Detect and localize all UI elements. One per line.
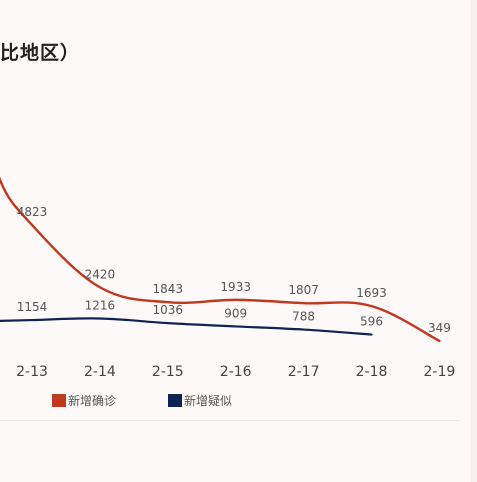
data-label: 2420 [85,267,116,281]
series-line-confirmed [0,176,441,343]
data-label: 788 [292,310,315,324]
data-label: 1154 [17,300,48,314]
legend-label-suspected: 新增疑似 [184,394,233,408]
legend-swatch-suspected [168,394,183,407]
panel-edge [471,0,477,482]
legend-swatch-confirmed [52,394,66,407]
line-chart: 2-13 2-14 2-15 2-16 2-17 2-18 2-19 4823 2420 184… [0,176,456,380]
divider [0,420,460,421]
x-tick-label: 2-15 [152,364,184,380]
data-label: 1036 [153,303,184,317]
x-tick-label: 2-17 [288,364,320,380]
data-label: 596 [360,315,383,329]
x-tick-label: 2-19 [424,364,456,380]
data-label: 909 [224,306,247,320]
series-line-suspected [0,317,373,336]
legend-item-confirmed[interactable]: 新增确诊 [52,392,116,409]
data-label: 1693 [356,286,387,300]
legend: 新增确诊 新增疑似 [52,392,284,409]
chart-title: 比地区） [0,42,81,64]
x-tick-label: 2-14 [84,364,116,380]
data-label: 1807 [288,283,319,297]
data-label: 1933 [220,280,251,294]
data-label: 1843 [153,282,184,296]
legend-item-suspected[interactable]: 新增疑似 [168,392,232,409]
data-label: 349 [428,321,451,335]
x-tick-label: 2-18 [356,364,388,380]
data-label: 4823 [17,205,48,219]
legend-label-confirmed: 新增确诊 [68,394,117,408]
x-tick-label: 2-13 [16,364,48,380]
x-tick-label: 2-16 [220,364,252,380]
data-label: 1216 [85,298,116,312]
